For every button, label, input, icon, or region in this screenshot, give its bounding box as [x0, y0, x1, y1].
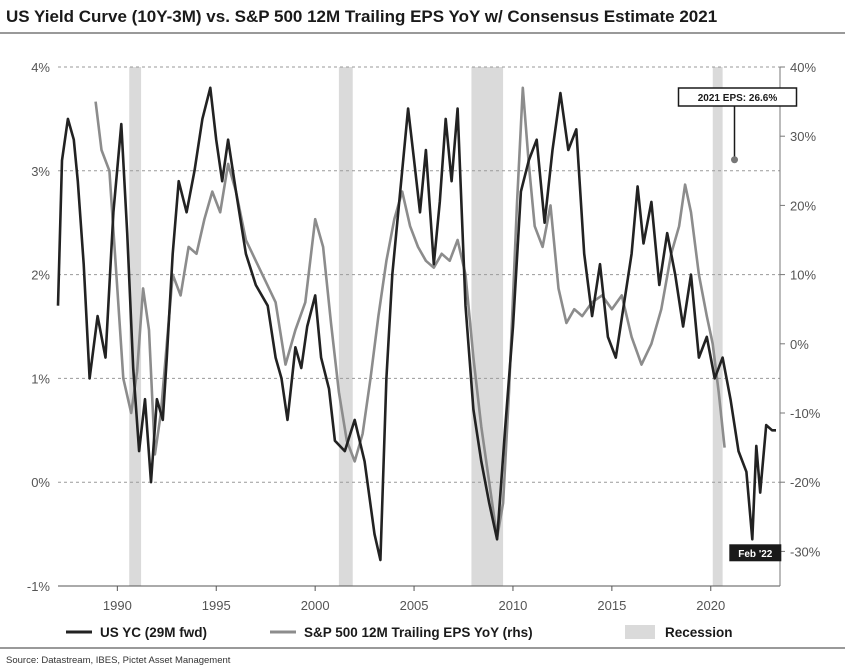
feb22-label-box	[729, 544, 782, 562]
annotations: 2021 EPS: 26.6% Feb '22	[677, 87, 798, 562]
recession-band-3	[712, 67, 723, 586]
x-tick-label-1: 1995	[202, 598, 231, 613]
right-tick-label-5: 20%	[790, 198, 816, 213]
legend-label-recession: Recession	[665, 625, 733, 640]
right-tick-label-4: 10%	[790, 268, 816, 283]
x-tick-label-0: 1990	[103, 598, 132, 613]
right-tick-label-7: 40%	[790, 60, 816, 75]
legend-label-eps: S&P 500 12M Trailing EPS YoY (rhs)	[304, 625, 533, 640]
right-tick-label-2: -10%	[790, 406, 821, 421]
source-note: Source: Datastream, IBES, Pictet Asset M…	[6, 655, 231, 666]
recession-band-1	[338, 67, 353, 586]
x-tick-label-3: 2005	[400, 598, 429, 613]
eps-estimate-label: 2021 EPS: 26.6%	[698, 93, 778, 104]
series-line-eps	[94, 86, 726, 539]
right-tick-label-1: -20%	[790, 475, 821, 490]
series-lines	[56, 86, 776, 562]
x-tick-label-6: 2020	[696, 598, 725, 613]
x-tick-label-4: 2010	[498, 598, 527, 613]
chart-title: US Yield Curve (10Y-3M) vs. S&P 500 12M …	[6, 7, 717, 26]
legend: US YC (29M fwd) S&P 500 12M Trailing EPS…	[66, 625, 733, 640]
eps-estimate-dot	[731, 156, 739, 164]
right-tick-label-6: 30%	[790, 129, 816, 144]
left-tick-label-4: 3%	[31, 164, 50, 179]
x-axis: 1990 1995 2000 2005 2010 2015 2020	[58, 585, 780, 613]
feb22-label: Feb '22	[738, 549, 772, 560]
left-tick-label-2: 1%	[31, 371, 50, 386]
legend-label-yc: US YC (29M fwd)	[100, 625, 207, 640]
left-axis: -1% 0% 1% 2% 3% 4%	[27, 60, 51, 594]
right-axis: -30% -20% -10% 0% 10% 20% 30% 40%	[779, 60, 821, 586]
eps-estimate-box	[677, 87, 798, 107]
left-tick-label-0: -1%	[27, 579, 51, 594]
gridlines	[58, 66, 780, 587]
left-tick-label-1: 0%	[31, 475, 50, 490]
recession-bands	[129, 67, 723, 586]
left-tick-label-3: 2%	[31, 268, 50, 283]
right-tick-label-0: -30%	[790, 544, 821, 559]
right-tick-label-3: 0%	[790, 337, 809, 352]
recession-band-0	[129, 67, 142, 586]
x-tick-label-2: 2000	[301, 598, 330, 613]
legend-swatch-recession	[625, 625, 655, 639]
series-line-yc	[56, 86, 776, 562]
left-tick-label-5: 4%	[31, 60, 50, 75]
x-tick-label-5: 2015	[597, 598, 626, 613]
